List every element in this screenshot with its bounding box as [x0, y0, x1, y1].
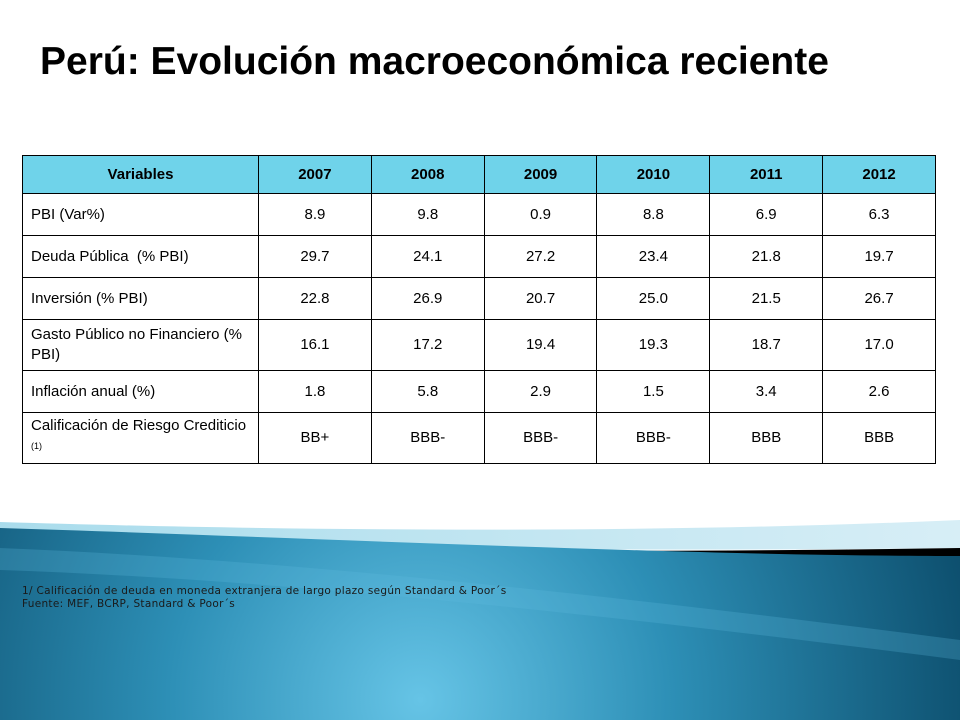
table-cell: BBB [709, 412, 824, 464]
table-cell: 17.0 [822, 319, 936, 371]
table-row-pbi: PBI (Var%) 8.9 9.8 0.9 8.8 6.9 6.3 [22, 193, 936, 236]
table-cell: 24.1 [370, 235, 485, 278]
table-cell: 1.8 [258, 370, 372, 413]
table-cell: 27.2 [483, 235, 598, 278]
table-cell: BBB- [370, 412, 485, 464]
table-cell: 0.9 [483, 193, 598, 236]
row-label: Deuda Pública (% PBI) [22, 235, 259, 278]
header-2012: 2012 [822, 155, 936, 194]
table-cell: BB+ [258, 412, 372, 464]
header-2009: 2009 [483, 155, 598, 194]
table-cell: BBB [822, 412, 936, 464]
macro-table: Variables 2007 2008 2009 2010 2011 2012 … [22, 155, 936, 464]
table-cell: 1.5 [596, 370, 711, 413]
table-cell: 17.2 [370, 319, 485, 371]
table-cell: 2.6 [822, 370, 936, 413]
table-cell: 19.7 [822, 235, 936, 278]
wave-blue-fill [0, 528, 960, 720]
header-2007: 2007 [258, 155, 372, 194]
table-row-deuda: Deuda Pública (% PBI) 29.7 24.1 27.2 23.… [22, 235, 936, 278]
table-row-inflacion: Inflación anual (%) 1.8 5.8 2.9 1.5 3.4 … [22, 370, 936, 413]
table-cell: 29.7 [258, 235, 372, 278]
table-cell: 16.1 [258, 319, 372, 371]
table-cell: 5.8 [370, 370, 485, 413]
table-cell: 19.3 [596, 319, 711, 371]
table-cell: BBB- [483, 412, 598, 464]
row-label: Calificación de Riesgo Crediticio [31, 416, 247, 434]
header-variables: Variables [22, 155, 259, 194]
table-header-row: Variables 2007 2008 2009 2010 2011 2012 [22, 155, 936, 194]
table-cell: 22.8 [258, 277, 372, 320]
footnote-rating: 1/ Calificación de deuda en moneda extra… [22, 585, 507, 597]
wave-highlight [0, 548, 960, 660]
header-2011: 2011 [709, 155, 824, 194]
table-cell: 3.4 [709, 370, 824, 413]
table-cell: 25.0 [596, 277, 711, 320]
header-2010: 2010 [596, 155, 711, 194]
table-cell: 8.9 [258, 193, 372, 236]
footnote-source: Fuente: MEF, BCRP, Standard & Poor´s [22, 598, 236, 610]
table-cell: 23.4 [596, 235, 711, 278]
header-2008: 2008 [370, 155, 485, 194]
table-cell: 21.8 [709, 235, 824, 278]
row-label: Gasto Público no Financiero (% PBI) [22, 319, 259, 371]
table-cell: 18.7 [709, 319, 824, 371]
table-cell: 26.7 [822, 277, 936, 320]
table-cell: 8.8 [596, 193, 711, 236]
table-cell: 19.4 [483, 319, 598, 371]
table-cell: 6.9 [709, 193, 824, 236]
footnote-marker: (1) [31, 440, 42, 451]
row-label: Inflación anual (%) [22, 370, 259, 413]
table-cell: 20.7 [483, 277, 598, 320]
table-row-gasto: Gasto Público no Financiero (% PBI) 16.1… [22, 319, 936, 371]
table-cell: 9.8 [370, 193, 485, 236]
slide-title: Perú: Evolución macroeconómica reciente [40, 40, 829, 83]
row-label: Inversión (% PBI) [22, 277, 259, 320]
table-row-inversion: Inversión (% PBI) 22.8 26.9 20.7 25.0 21… [22, 277, 936, 320]
table-cell: 21.5 [709, 277, 824, 320]
table-cell: BBB- [596, 412, 711, 464]
table-cell: 2.9 [483, 370, 598, 413]
table-cell: 26.9 [370, 277, 485, 320]
table-cell: 6.3 [822, 193, 936, 236]
table-row-calificacion: Calificación de Riesgo Crediticio (1) BB… [22, 412, 936, 464]
footnotes: 1/ Calificación de deuda en moneda extra… [22, 585, 562, 611]
row-label-cell: Calificación de Riesgo Crediticio (1) [22, 412, 259, 464]
row-label: PBI (Var%) [22, 193, 259, 236]
